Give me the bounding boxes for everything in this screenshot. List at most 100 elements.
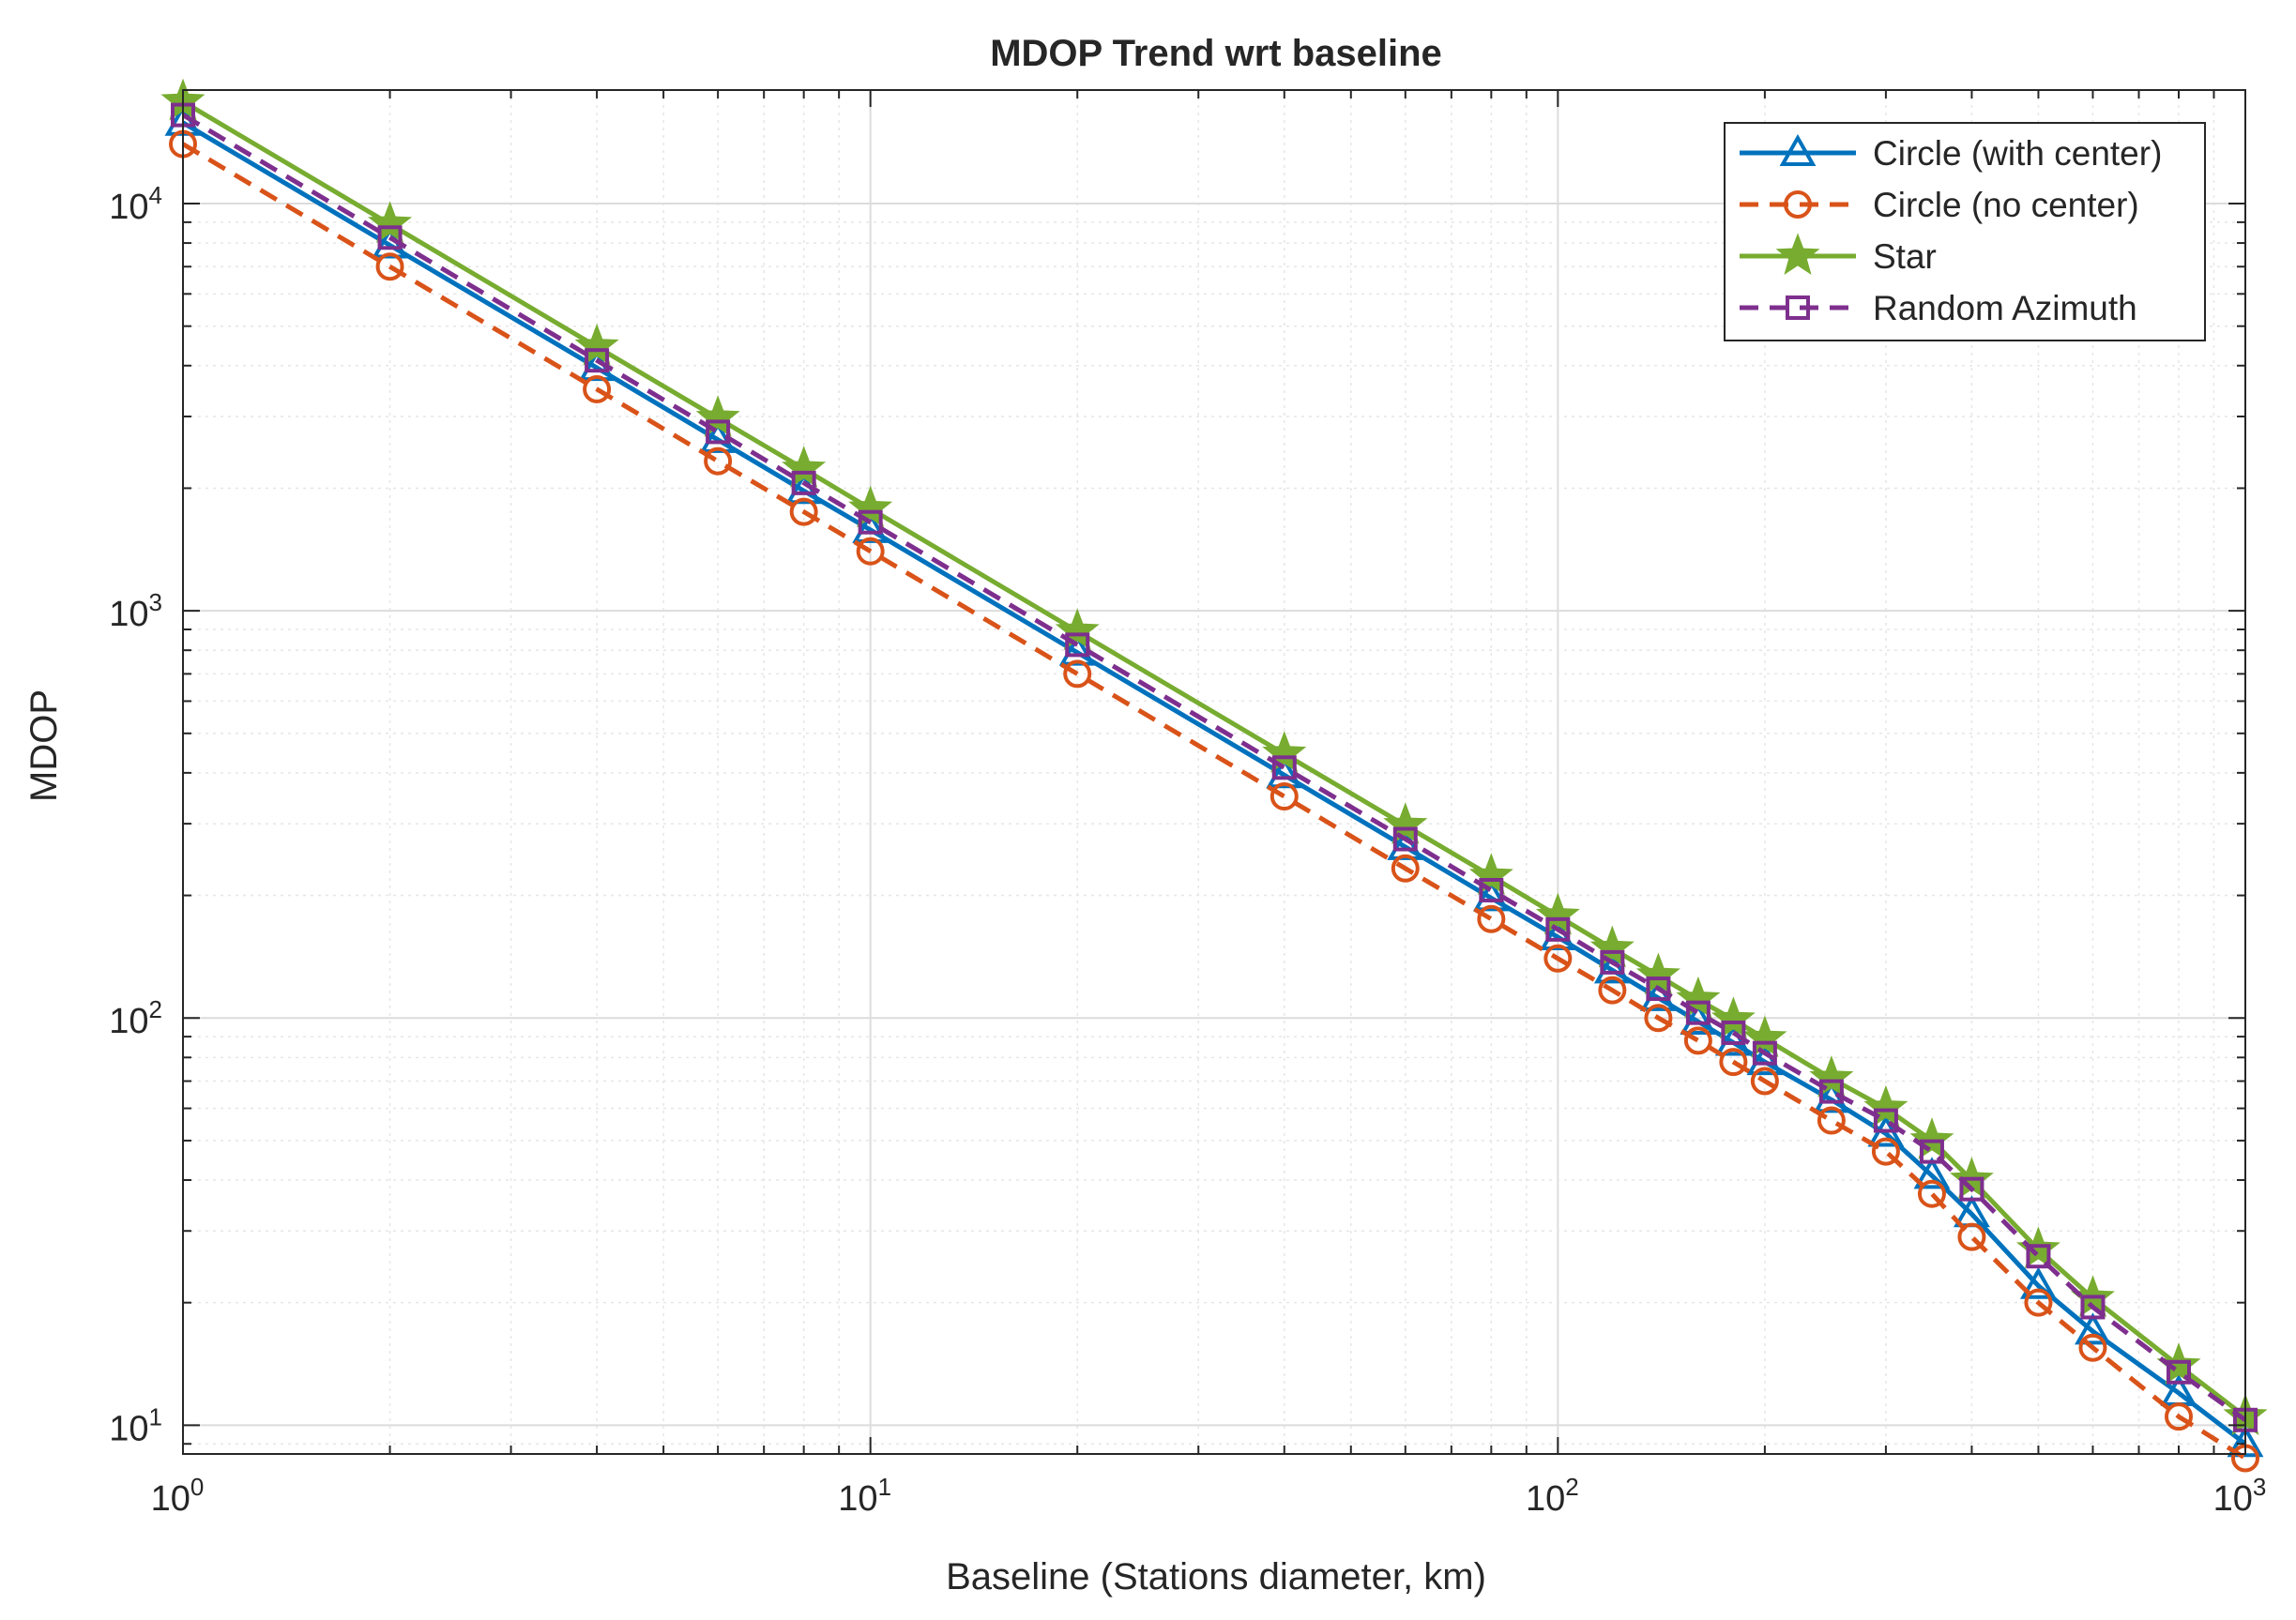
data-point-circle-with-center: [1472, 879, 1510, 912]
data-point-circle-no-center: [375, 252, 404, 281]
y-axis-label: MDOP: [23, 689, 65, 802]
legend-marker: [1775, 233, 1820, 276]
data-point-circle-no-center: [2164, 1402, 2193, 1431]
data-point-star: [1742, 1015, 1787, 1058]
data-point-random-azimuth: [1721, 1020, 1746, 1045]
data-point-random-azimuth: [1919, 1139, 1944, 1164]
data-point-random-azimuth: [1818, 1079, 1844, 1104]
data-point-star: [1909, 1117, 1954, 1159]
legend-item-circle-with-center: Circle (with center): [1740, 133, 2162, 173]
legend-item-star: Star: [1740, 233, 1937, 276]
data-point-random-azimuth: [2026, 1244, 2051, 1269]
data-point-random-azimuth: [2080, 1294, 2106, 1320]
data-point-random-azimuth: [2166, 1359, 2191, 1385]
data-point-circle-with-center: [1387, 827, 1424, 860]
data-point-circle-no-center: [1391, 854, 1420, 883]
data-point-circle-no-center: [704, 447, 733, 476]
data-point-random-azimuth: [1959, 1176, 1984, 1202]
legend-label: Star: [1873, 237, 1937, 276]
data-point-circle-no-center: [1871, 1137, 1900, 1166]
data-point-star: [1535, 892, 1580, 935]
data-point-circle-with-center: [1639, 978, 1677, 1011]
legend-label: Circle (with center): [1873, 134, 2162, 173]
data-point-circle-with-center: [1266, 756, 1303, 789]
legend-item-random-azimuth: Random Azimuth: [1740, 289, 2137, 327]
data-point-star: [1711, 996, 1756, 1039]
data-point-star: [1863, 1084, 1908, 1128]
data-point-star: [1635, 952, 1680, 995]
data-point-circle-no-center: [1270, 782, 1299, 811]
data-point-circle-no-center: [1750, 1067, 1779, 1096]
data-point-circle-with-center: [1058, 633, 1096, 666]
data-point-circle-with-center: [2227, 1425, 2264, 1458]
data-point-random-azimuth: [1545, 916, 1571, 942]
data-point-star: [574, 324, 619, 366]
data-point-circle-no-center: [1683, 1026, 1712, 1055]
data-point-star: [368, 201, 413, 244]
data-point-star: [1383, 802, 1428, 845]
legend-label: Circle (no center): [1873, 186, 2139, 224]
legend-label: Random Azimuth: [1873, 289, 2137, 327]
legend-marker: [1786, 295, 1810, 320]
data-point-circle-no-center: [1817, 1106, 1846, 1135]
data-point-random-azimuth: [585, 348, 610, 373]
data-point-star: [848, 485, 893, 528]
data-point-circle-with-center: [1913, 1157, 1951, 1189]
data-point-star: [1676, 976, 1721, 1019]
data-point-circle-no-center: [1063, 659, 1092, 689]
data-point-circle-no-center: [1543, 944, 1573, 973]
data-point-random-azimuth: [1752, 1040, 1777, 1066]
data-point-circle-no-center: [2024, 1288, 2053, 1317]
data-point-random-azimuth: [1271, 755, 1297, 780]
data-point-random-azimuth: [1600, 949, 1625, 975]
legend-item-circle-no-center: Circle (no center): [1740, 186, 2139, 224]
data-point-star: [695, 395, 740, 437]
x-axis-label: Baseline (Stations diameter, km): [946, 1556, 1486, 1597]
data-point-circle-no-center: [1598, 976, 1627, 1005]
data-point-circle-no-center: [856, 537, 885, 566]
data-point-random-azimuth: [377, 225, 403, 250]
data-point-star: [1809, 1055, 1854, 1098]
data-point-circle-with-center: [852, 510, 890, 543]
y-tick-label: 104: [109, 181, 162, 227]
data-point-random-azimuth: [1065, 632, 1090, 658]
data-point-random-azimuth: [1392, 826, 1418, 852]
series-circle-no-center: [169, 129, 2259, 1473]
data-point-circle-with-center: [2019, 1266, 2057, 1299]
data-point-star: [1589, 925, 1635, 968]
data-point-random-azimuth: [858, 509, 883, 535]
data-point-random-azimuth: [706, 419, 731, 445]
data-point-circle-no-center: [583, 374, 612, 403]
data-point-random-azimuth: [1479, 877, 1504, 902]
data-point-circle-with-center: [2075, 1312, 2111, 1345]
chart-title: MDOP Trend wrt baseline: [990, 33, 1442, 74]
data-point-star: [1055, 608, 1100, 651]
data-point-star: [782, 446, 827, 488]
data-point-random-azimuth: [1685, 1000, 1711, 1025]
x-tick-label: 101: [838, 1473, 891, 1519]
data-point-star: [1262, 731, 1307, 773]
data-point-circle-no-center: [1644, 1004, 1673, 1033]
data-point-random-azimuth: [791, 470, 816, 495]
data-point-random-azimuth: [1873, 1108, 1898, 1133]
data-point-circle-no-center: [1719, 1048, 1748, 1077]
data-point-circle-with-center: [1714, 1023, 1752, 1056]
data-point-star: [1468, 853, 1513, 896]
series-line-circle-no-center: [181, 142, 2247, 1461]
series-random-azimuth: [171, 102, 2258, 1432]
data-point-circle-no-center: [1917, 1179, 1946, 1208]
legend: Circle (with center) Circle (no center) St…: [1724, 122, 2206, 341]
legend-box: [1724, 122, 2206, 341]
data-point-circle-with-center: [1680, 1003, 1717, 1036]
series-layer: [160, 78, 2268, 1473]
data-point-circle-no-center: [1957, 1222, 1986, 1251]
legend-marker: [1779, 133, 1817, 166]
data-point-circle-with-center: [1593, 951, 1631, 984]
data-point-circle-no-center: [1477, 904, 1506, 933]
legend-marker: [1784, 190, 1812, 219]
data-point-circle-no-center: [2078, 1333, 2107, 1362]
data-point-circle-no-center: [789, 497, 818, 526]
